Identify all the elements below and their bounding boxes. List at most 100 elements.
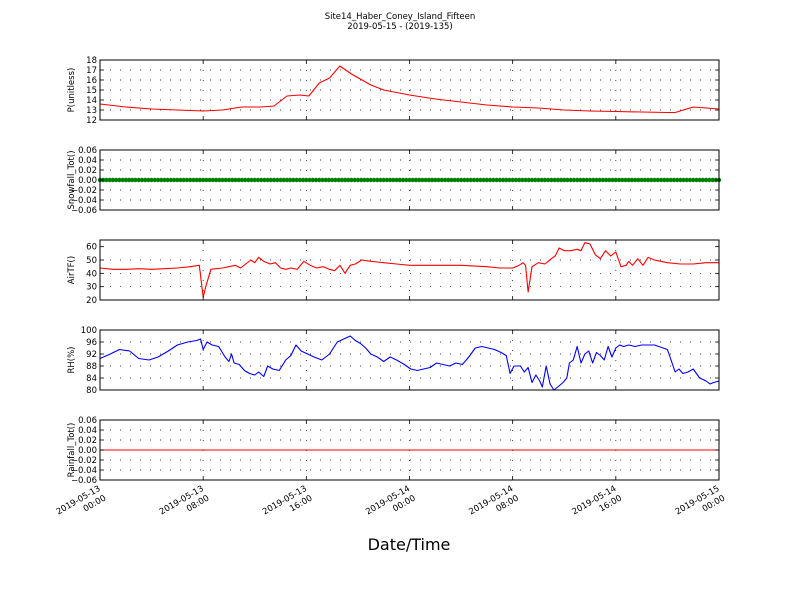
y-tick-label: 20 bbox=[86, 296, 97, 306]
y-axis-label: Snowfall_Tot() bbox=[67, 150, 77, 209]
data-point bbox=[387, 177, 393, 183]
series-line bbox=[99, 335, 720, 391]
data-point bbox=[581, 177, 586, 183]
data-point bbox=[326, 177, 332, 183]
y-tick-label: 14 bbox=[86, 96, 97, 106]
data-point bbox=[445, 177, 451, 183]
y-tick-label: 0.04 bbox=[78, 156, 97, 166]
data-point bbox=[236, 177, 241, 183]
data-point bbox=[133, 177, 138, 183]
data-point bbox=[223, 177, 228, 183]
data-point bbox=[113, 177, 119, 183]
panels: 12131415161718P(unitless)−0.06−0.04−0.02… bbox=[67, 56, 722, 486]
data-point bbox=[565, 177, 570, 183]
data-point bbox=[494, 177, 499, 183]
data-point bbox=[242, 177, 248, 183]
data-point bbox=[300, 177, 306, 183]
data-point bbox=[191, 177, 196, 183]
data-point bbox=[645, 177, 651, 183]
y-tick-label: 17 bbox=[86, 66, 97, 76]
y-tick-label: 30 bbox=[86, 283, 97, 293]
data-point bbox=[171, 177, 177, 183]
data-point bbox=[668, 177, 673, 183]
data-point bbox=[249, 177, 254, 183]
data-point bbox=[284, 177, 290, 183]
data-point bbox=[381, 177, 386, 183]
data-point bbox=[288, 177, 293, 183]
data-point bbox=[568, 177, 573, 183]
data-point bbox=[433, 177, 438, 183]
data-point bbox=[255, 177, 261, 183]
data-point bbox=[607, 177, 612, 183]
data-point bbox=[439, 177, 444, 183]
data-point bbox=[146, 177, 151, 183]
data-point bbox=[404, 177, 409, 183]
data-point bbox=[317, 177, 322, 183]
data-point bbox=[342, 177, 348, 183]
data-point bbox=[336, 177, 341, 183]
data-point bbox=[558, 177, 564, 183]
data-point bbox=[149, 177, 154, 183]
data-point bbox=[220, 177, 225, 183]
data-point bbox=[346, 177, 351, 183]
data-point bbox=[533, 177, 538, 183]
panel-5: −0.06−0.04−0.020.000.020.040.06Rainfall_… bbox=[67, 416, 720, 486]
data-point bbox=[142, 177, 148, 183]
figure-title-line2: 2019-05-15 - (2019-135) bbox=[347, 22, 452, 32]
data-point bbox=[516, 177, 522, 183]
data-point bbox=[188, 177, 193, 183]
data-point bbox=[484, 177, 490, 183]
data-point bbox=[620, 177, 625, 183]
data-point bbox=[304, 177, 309, 183]
data-point bbox=[442, 177, 448, 183]
y-tick-label: 40 bbox=[86, 269, 97, 279]
data-point bbox=[162, 177, 167, 183]
y-axis-label: P(unitless) bbox=[67, 68, 77, 113]
data-point bbox=[197, 177, 203, 183]
y-tick-label: 60 bbox=[86, 243, 97, 253]
y-tick-label: 13 bbox=[86, 106, 97, 116]
data-point bbox=[362, 177, 367, 183]
data-point bbox=[262, 177, 267, 183]
data-point bbox=[258, 177, 264, 183]
y-tick-label: 15 bbox=[86, 86, 97, 96]
panel-2: −0.06−0.04−0.020.000.020.040.06Snowfall_… bbox=[67, 146, 722, 216]
data-point bbox=[130, 177, 135, 183]
y-tick-label: 0.04 bbox=[78, 426, 97, 436]
data-point bbox=[623, 177, 628, 183]
data-point bbox=[297, 177, 303, 183]
data-point bbox=[687, 177, 693, 183]
data-point bbox=[452, 177, 457, 183]
data-point bbox=[333, 177, 338, 183]
data-point bbox=[584, 177, 590, 183]
data-point bbox=[358, 177, 364, 183]
data-point bbox=[649, 177, 654, 183]
x-axis-label: Date/Time bbox=[368, 535, 451, 554]
y-tick-label: −0.06 bbox=[71, 206, 97, 216]
y-tick-label: −0.04 bbox=[71, 196, 97, 206]
data-point bbox=[632, 177, 638, 183]
data-point bbox=[613, 177, 619, 183]
data-point bbox=[655, 177, 660, 183]
data-point bbox=[697, 177, 702, 183]
data-point bbox=[110, 177, 116, 183]
data-point bbox=[652, 177, 657, 183]
data-point bbox=[136, 177, 141, 183]
data-point bbox=[478, 177, 483, 183]
data-point bbox=[210, 177, 216, 183]
data-point bbox=[526, 177, 531, 183]
data-point bbox=[310, 177, 315, 183]
data-point bbox=[139, 177, 145, 183]
data-point bbox=[555, 177, 561, 183]
data-point bbox=[545, 177, 551, 183]
y-tick-label: 96 bbox=[86, 338, 97, 348]
data-point bbox=[665, 177, 670, 183]
data-point bbox=[684, 177, 689, 183]
data-point bbox=[155, 177, 161, 183]
data-point bbox=[265, 177, 270, 183]
y-tick-label: −0.02 bbox=[71, 456, 97, 466]
data-point bbox=[549, 177, 554, 183]
data-point bbox=[465, 177, 470, 183]
panel-frame bbox=[99, 329, 720, 391]
